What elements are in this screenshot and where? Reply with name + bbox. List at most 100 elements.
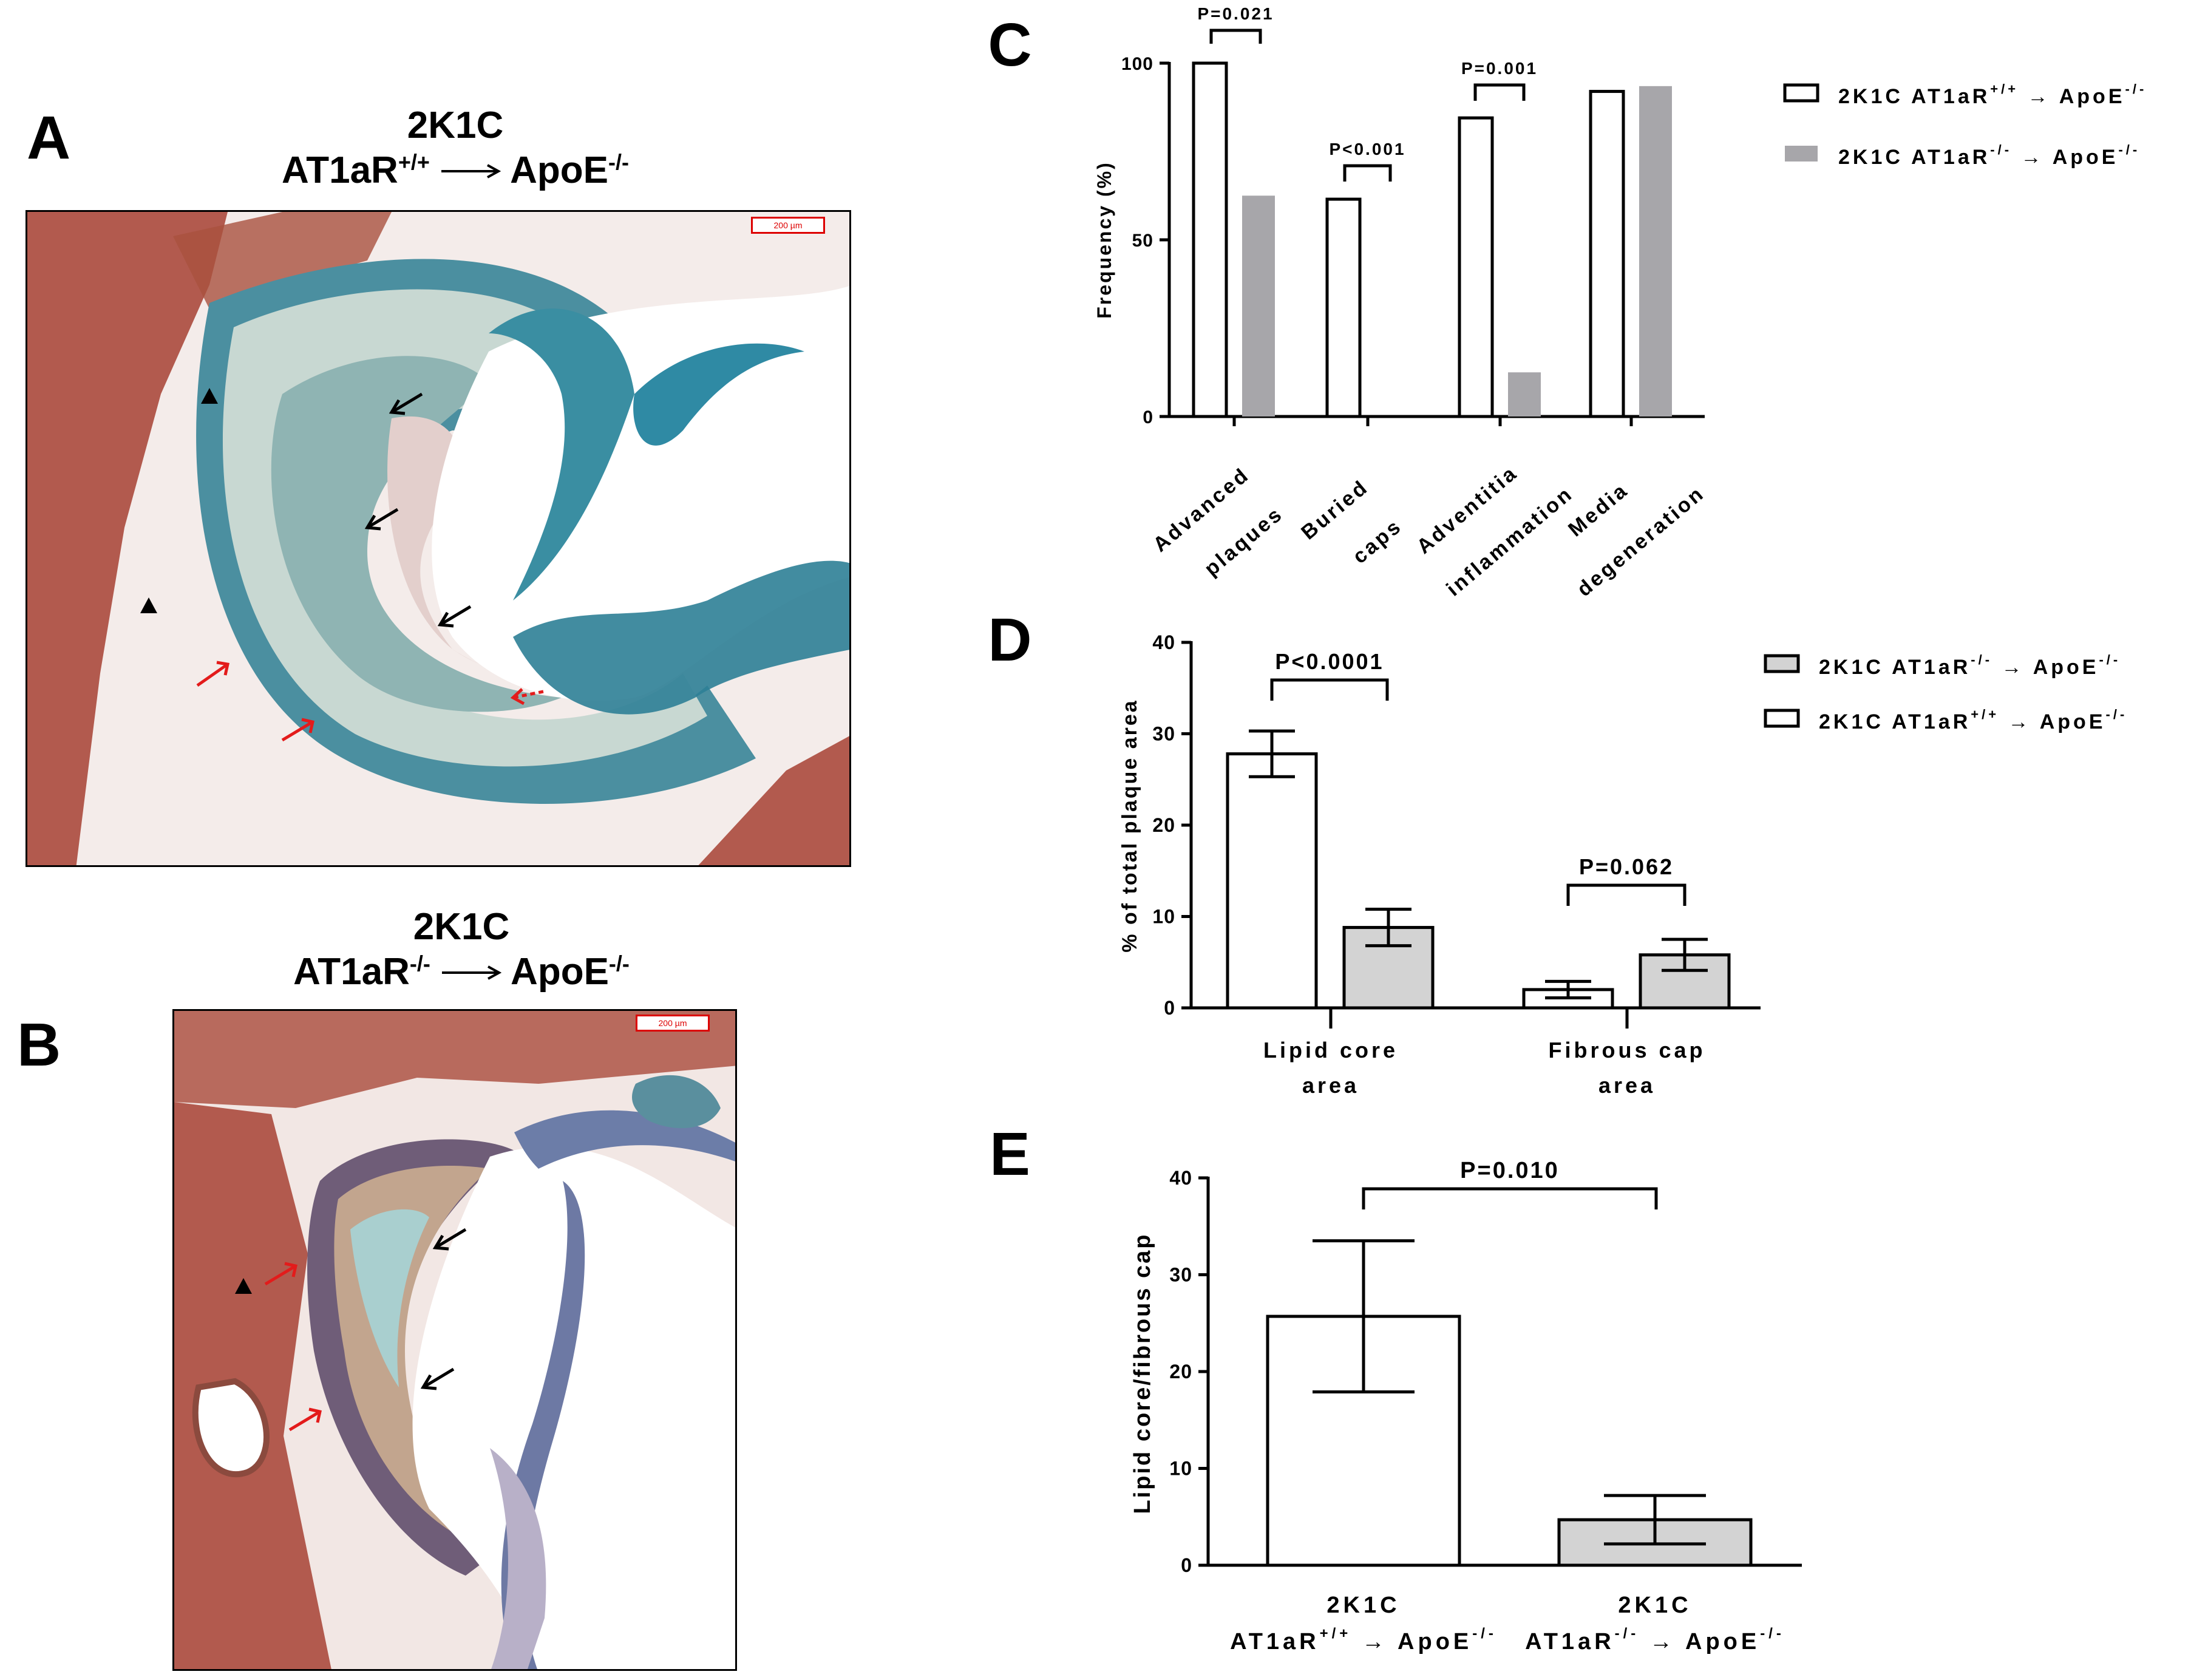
panel-e-category-0-target: ApoE: [1398, 1629, 1472, 1654]
panel-c-y-axis-tick-label-2: 100: [1121, 54, 1153, 74]
panel-e-y-label: Lipid core/fibrous cap: [1130, 1233, 1155, 1514]
panel-d-legend-1-name: 2K1C AT1aR: [1819, 710, 1971, 733]
panel-d-y-axis-tick-label-2: 20: [1152, 814, 1175, 836]
panel-d-y-label: % of total plaque area: [1118, 699, 1141, 952]
panel-b-heading: 2K1C AT1aR-/- ApoE-/-: [255, 905, 668, 995]
panel-c-category-1-line2: caps: [1348, 514, 1407, 568]
panel-c-legend-1-arrow: →: [2012, 146, 2053, 169]
panel-d-y-axis-tick-label-0: 0: [1164, 997, 1175, 1019]
panel-c-y-axis-tick-label-0: 0: [1143, 407, 1153, 427]
panel-d-legend-0-name: 2K1C AT1aR: [1819, 656, 1971, 679]
panel-e-annotation-0-line: [1362, 1187, 1658, 1209]
panel-d-error-0-0: [1249, 729, 1295, 778]
panel-b-donor: AT1aR: [293, 951, 410, 993]
panel-b-heading-line1: 2K1C: [413, 906, 510, 948]
panel-a-micrograph: 200 µm: [25, 210, 851, 867]
panel-c-legend-0-arrow: →: [2019, 85, 2059, 108]
panel-e-letter: E: [990, 1120, 1032, 1188]
panel-a-donor: AT1aR: [282, 149, 398, 192]
panel-a-letter: A: [27, 104, 71, 172]
panel-c-legend-1-name: 2K1C AT1aR: [1838, 146, 1990, 169]
panel-c-annotation-1-label: P<0.001: [1329, 140, 1405, 158]
panel-c-bar-1-0: [1242, 196, 1275, 417]
panel-b-recipient: ApoE: [511, 951, 609, 993]
panel-c-bar-0-3: [1589, 90, 1625, 418]
panel-d-category-0-line1: Lipid core: [1263, 1038, 1398, 1063]
panel-e-annotation-0: P=0.010: [1362, 1158, 1658, 1209]
panel-c-annotation-2-line: [1473, 83, 1526, 101]
panel-c-legend-0-target-sup: -/-: [2125, 81, 2147, 97]
panel-e-error-1: [1604, 1494, 1706, 1546]
panel-a-heading: 2K1C AT1aR+/+ ApoE-/-: [231, 103, 680, 194]
panel-c-legend-0-name-sup: +/+: [1990, 81, 2019, 97]
panel-d-annotation-0-line: [1270, 678, 1389, 701]
panel-e-category-0-name: AT1aR: [1230, 1629, 1320, 1654]
panel-c-legend-1-label: 2K1C AT1aR-/- → ApoE-/-: [1838, 142, 2140, 169]
panel-b-donor-genotype: -/-: [409, 951, 430, 976]
panel-d-annotation-1: P=0.062: [1566, 854, 1687, 906]
panel-d-legend-0-target: ApoE: [2033, 656, 2099, 679]
panel-d-legend-0: 2K1C AT1aR-/- → ApoE-/-: [1764, 652, 2121, 679]
panel-b-arrow-icon: [441, 946, 502, 981]
panel-b-heading-line2: AT1aR-/- ApoE-/-: [255, 950, 668, 995]
panel-d-annotation-1-label: P=0.062: [1579, 854, 1674, 879]
panel-c-bar-0-0: [1192, 61, 1228, 418]
panel-d-letter: D: [988, 606, 1033, 674]
panel-e-y-axis-tick-label-4: 40: [1169, 1167, 1192, 1189]
panel-e-category-1-sup: -/-: [1615, 1625, 1640, 1642]
panel-d-annotation-0-label: P<0.0001: [1275, 649, 1384, 674]
panel-e-y-axis-tick-label-1: 10: [1169, 1458, 1192, 1480]
panel-c-legend-1: 2K1C AT1aR-/- → ApoE-/-: [1785, 142, 2140, 169]
panel-d-legend-0-swatch: [1764, 654, 1800, 673]
panel-c-annotation-2: P=0.001: [1461, 59, 1536, 101]
panel-d-legend-0-label: 2K1C AT1aR-/- → ApoE-/-: [1819, 652, 2121, 679]
panel-c-letter: C: [988, 11, 1033, 79]
panel-c-annotation-0-line: [1209, 29, 1262, 44]
panel-b-scale-bar: 200 µm: [636, 1015, 710, 1032]
panel-b-micrograph: 200 µm: [172, 1009, 737, 1671]
panel-a-heading-line1: 2K1C: [407, 104, 504, 146]
panel-d-legend-0-arrow: →: [1992, 656, 2033, 679]
panel-d-legend-0-target-sup: -/-: [2099, 652, 2121, 667]
panel-b-recipient-genotype: -/-: [608, 951, 630, 976]
panel-c-bar-0-2: [1458, 116, 1494, 418]
panel-d-y-axis-tick-label-4: 40: [1152, 631, 1175, 653]
panel-e-annotation-0-label: P=0.010: [1460, 1158, 1560, 1183]
panel-c-annotation-1-line: [1343, 164, 1392, 182]
panel-d-legend-1-swatch: [1764, 709, 1800, 728]
panel-e-y-axis-tick-label-2: 20: [1169, 1361, 1192, 1382]
panel-e-category-1-arrow: →: [1639, 1629, 1685, 1654]
panel-d-legend-1-target-sup: -/-: [2106, 707, 2128, 722]
panel-c-annotation-1: P<0.001: [1329, 140, 1405, 182]
panel-e-category-0-line2: AT1aR+/+ → ApoE-/-: [1230, 1625, 1497, 1654]
panel-e-category-1-target-sup: -/-: [1760, 1625, 1785, 1642]
panel-c-legend-1-target: ApoE: [2053, 146, 2119, 169]
panel-d-legend-1-target: ApoE: [2040, 710, 2106, 733]
panel-d-bar-1-1: [1639, 953, 1731, 1010]
panel-a-recipient-genotype: -/-: [608, 149, 629, 175]
panel-d-legend-1: 2K1C AT1aR+/+ → ApoE-/-: [1764, 707, 2128, 733]
panel-c-category-3-line1: Media: [1564, 478, 1633, 542]
panel-d-error-1-1: [1662, 937, 1708, 972]
panel-a-scale-bar: 200 µm: [751, 217, 825, 234]
panel-d-legend-1-name-sup: +/+: [1971, 707, 1999, 722]
panel-c-bar-1-2: [1508, 372, 1541, 417]
panel-c-legend-1-target-sup: -/-: [2118, 142, 2140, 157]
panel-c-bar-0-1: [1325, 197, 1362, 418]
panel-c-annotation-0-label: P=0.021: [1197, 4, 1274, 23]
panel-e-category-0-arrow: →: [1351, 1629, 1398, 1654]
panel-a-heading-line2: AT1aR+/+ ApoE-/-: [231, 148, 680, 193]
panel-b-letter: B: [17, 1011, 61, 1079]
panel-c-legend-0: 2K1C AT1aR+/+ → ApoE-/-: [1783, 81, 2147, 108]
panel-d-error-0-1: [1545, 979, 1591, 999]
panel-c-legend-0-label: 2K1C AT1aR+/+ → ApoE-/-: [1838, 81, 2147, 108]
panel-c-legend-1-name-sup: -/-: [1990, 142, 2012, 157]
panel-e-category-0-line1: 2K1C: [1326, 1593, 1400, 1618]
panel-a-recipient: ApoE: [510, 149, 608, 192]
panel-d-y-axis-tick-label-3: 30: [1152, 723, 1175, 745]
panel-e-category-0-sup: +/+: [1320, 1625, 1352, 1642]
panel-e-category-1-target: ApoE: [1685, 1629, 1760, 1654]
panel-d-category-0-line2: area: [1302, 1073, 1359, 1098]
panel-c-category-1-line1: Buried: [1297, 475, 1373, 545]
panel-c-legend-0-swatch: [1783, 83, 1819, 103]
